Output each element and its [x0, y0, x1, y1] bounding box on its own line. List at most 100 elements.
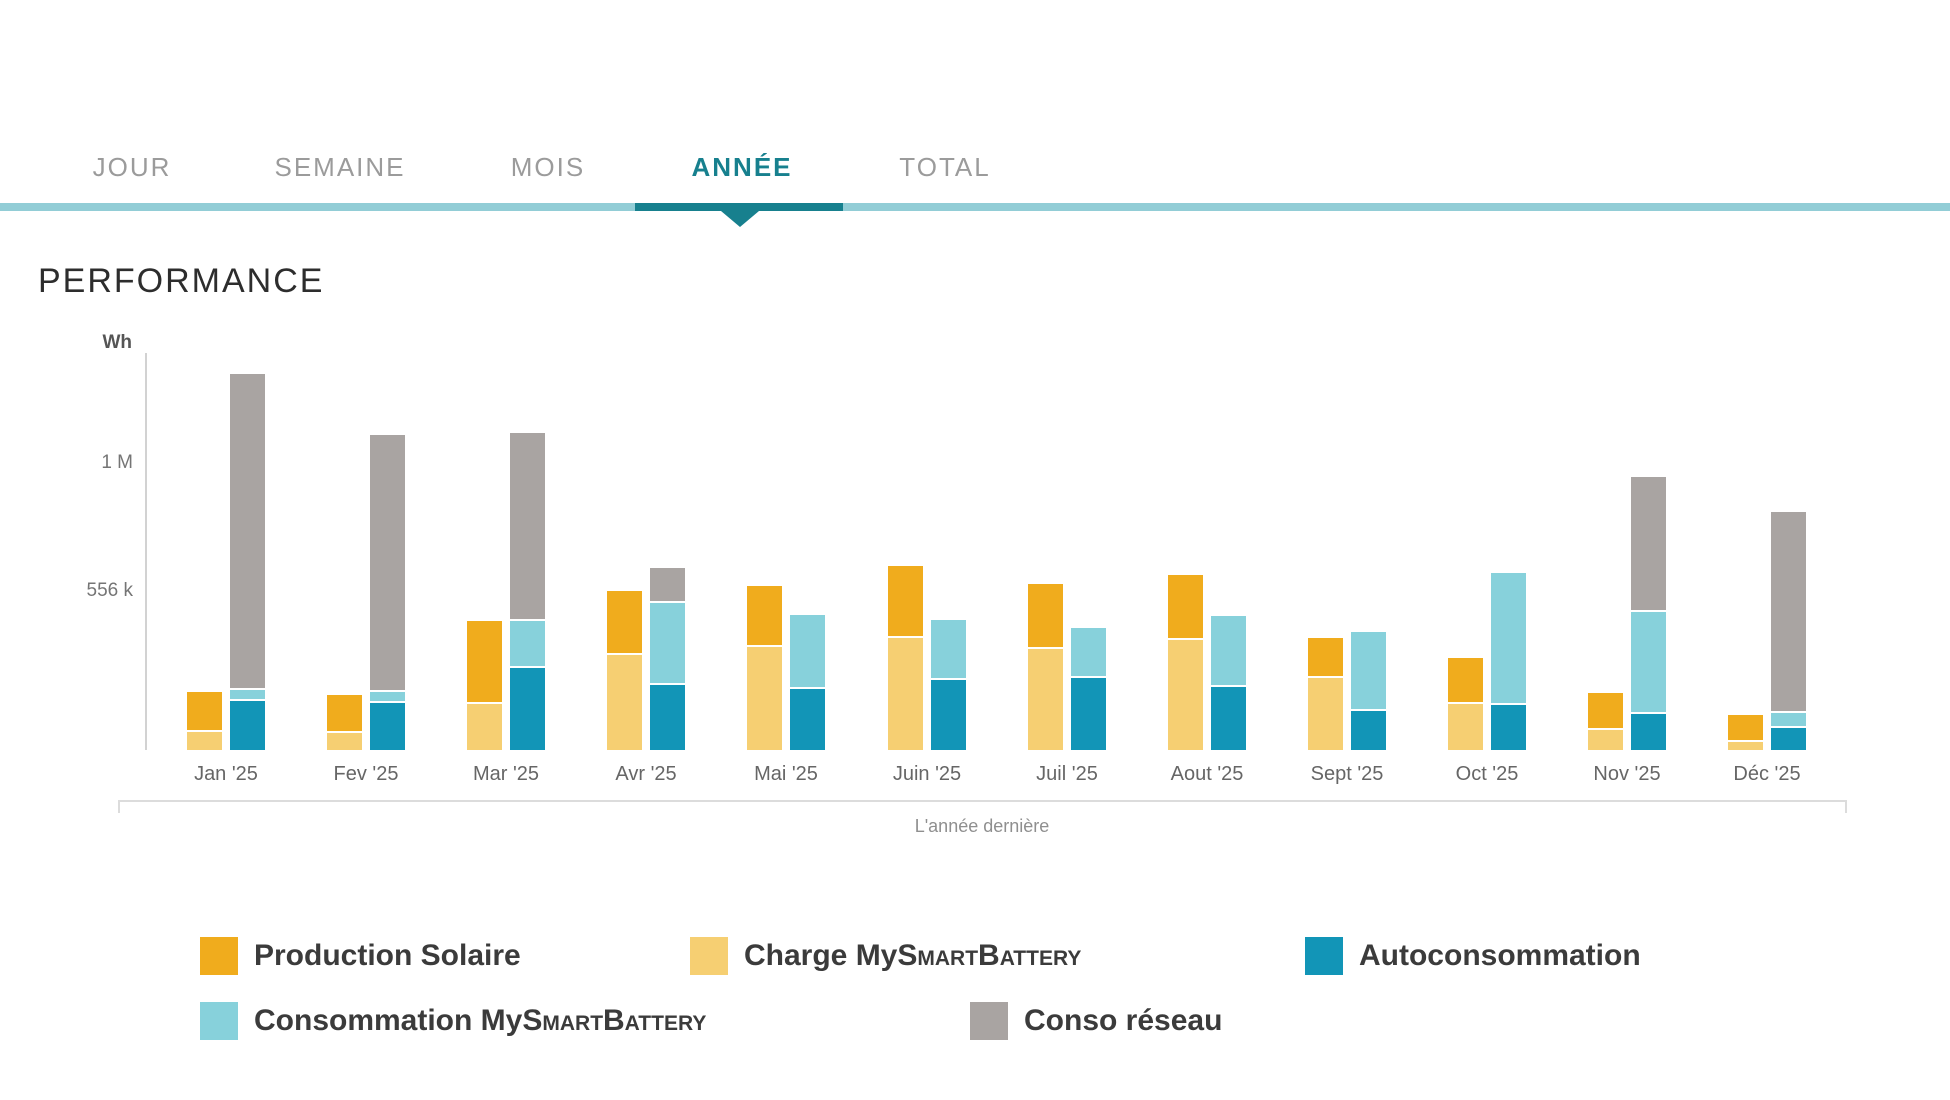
bar-segment-charge-mysmartbattery[interactable] — [747, 647, 782, 750]
x-label-aout-25: Aout '25 — [1170, 763, 1244, 785]
legend-item-consommation-mysmartbattery[interactable]: Consommation MySmartBattery — [200, 1002, 706, 1040]
legend-swatch-consommation-mysmartbattery — [200, 1002, 238, 1040]
bar-dec-25-right-stack — [1771, 512, 1806, 750]
legend-item-conso-reseau[interactable]: Conso réseau — [970, 1002, 1222, 1040]
bar-segment-autoconsommation[interactable] — [1351, 711, 1386, 750]
bar-segment-autoconsommation[interactable] — [650, 685, 685, 750]
x-label-jan-25: Jan '25 — [194, 763, 258, 785]
bar-segment-consommation-mysmartbattery[interactable] — [1491, 573, 1526, 705]
bar-segment-autoconsommation[interactable] — [1771, 728, 1806, 750]
bar-sept-25-left-stack — [1308, 638, 1343, 750]
bar-segment-conso-reseau[interactable] — [230, 374, 265, 690]
bar-aout-25-right-stack — [1211, 616, 1246, 750]
bar-segment-consommation-mysmartbattery[interactable] — [1351, 632, 1386, 711]
bar-segment-conso-reseau[interactable] — [1631, 477, 1666, 612]
bar-segment-autoconsommation[interactable] — [1071, 678, 1106, 750]
bar-segment-autoconsommation[interactable] — [230, 701, 265, 750]
bar-segment-consommation-mysmartbattery[interactable] — [1211, 616, 1246, 687]
legend-label-charge-mysmartbattery: Charge MySmartBattery — [744, 939, 1082, 972]
bar-avr-25-left-stack — [607, 591, 642, 750]
x-label-dec-25: Déc '25 — [1733, 763, 1801, 785]
bar-segment-charge-mysmartbattery[interactable] — [327, 733, 362, 750]
bar-mar-25-left-stack — [467, 621, 502, 750]
bar-segment-conso-reseau[interactable] — [790, 613, 825, 615]
bar-segment-charge-mysmartbattery[interactable] — [1728, 742, 1763, 750]
bar-segment-consommation-mysmartbattery[interactable] — [510, 621, 545, 668]
bar-segment-charge-mysmartbattery[interactable] — [1448, 704, 1483, 750]
tab-total[interactable]: TOTAL — [899, 152, 991, 182]
y-axis-unit-label: Wh — [102, 332, 132, 353]
bar-mai-25-right-stack — [790, 613, 825, 750]
bar-segment-consommation-mysmartbattery[interactable] — [650, 603, 685, 685]
bar-jan-25-right-stack — [230, 374, 265, 750]
bar-segment-charge-mysmartbattery[interactable] — [888, 638, 923, 750]
bar-segment-autoconsommation[interactable] — [1491, 705, 1526, 750]
bar-segment-production-solaire[interactable] — [1168, 575, 1203, 640]
legend-label-conso-reseau: Conso réseau — [1024, 1004, 1223, 1037]
bar-segment-production-solaire[interactable] — [888, 566, 923, 638]
bar-segment-consommation-mysmartbattery[interactable] — [370, 692, 405, 703]
bar-segment-autoconsommation[interactable] — [1211, 687, 1246, 750]
tab-annee[interactable]: ANNÉE — [691, 152, 793, 182]
x-label-nov-25: Nov '25 — [1593, 763, 1661, 785]
legend-label-consommation-mysmartbattery: Consommation MySmartBattery — [254, 1004, 707, 1037]
bar-segment-production-solaire[interactable] — [327, 695, 362, 733]
bar-segment-production-solaire[interactable] — [1448, 658, 1483, 704]
bar-segment-production-solaire[interactable] — [1728, 715, 1763, 742]
tab-semaine[interactable]: SEMAINE — [274, 152, 406, 182]
bar-segment-charge-mysmartbattery[interactable] — [467, 704, 502, 750]
bar-sept-25-right-stack — [1351, 632, 1386, 750]
bar-dec-25-left-stack — [1728, 715, 1763, 750]
bar-aout-25-left-stack — [1168, 575, 1203, 750]
bar-segment-consommation-mysmartbattery[interactable] — [931, 620, 966, 680]
bar-segment-autoconsommation[interactable] — [1631, 714, 1666, 750]
bar-oct-25-left-stack — [1448, 658, 1483, 750]
x-axis-bracket — [118, 800, 1847, 813]
bar-segment-production-solaire[interactable] — [1308, 638, 1343, 678]
legend-item-production-solaire[interactable]: Production Solaire — [200, 937, 521, 975]
bar-segment-charge-mysmartbattery[interactable] — [1168, 640, 1203, 750]
bar-segment-production-solaire[interactable] — [1028, 584, 1063, 649]
bar-fev-25-left-stack — [327, 695, 362, 750]
x-axis-title: L'année dernière — [914, 816, 1050, 836]
bar-juil-25-right-stack — [1071, 628, 1106, 750]
bar-segment-conso-reseau[interactable] — [650, 568, 685, 603]
legend-swatch-autoconsommation — [1305, 937, 1343, 975]
y-axis-line — [145, 353, 147, 750]
legend-item-charge-mysmartbattery[interactable]: Charge MySmartBattery — [690, 937, 1081, 975]
bar-segment-charge-mysmartbattery[interactable] — [1028, 649, 1063, 750]
bar-segment-production-solaire[interactable] — [607, 591, 642, 655]
bar-segment-autoconsommation[interactable] — [510, 668, 545, 750]
bar-mai-25-left-stack — [747, 586, 782, 750]
bar-segment-consommation-mysmartbattery[interactable] — [1071, 628, 1106, 678]
bar-segment-conso-reseau[interactable] — [510, 433, 545, 621]
bar-segment-production-solaire[interactable] — [1588, 693, 1623, 730]
bar-segment-consommation-mysmartbattery[interactable] — [1771, 713, 1806, 728]
y-tick-1-m: 1 M — [101, 452, 133, 473]
bar-segment-autoconsommation[interactable] — [370, 703, 405, 750]
bar-segment-charge-mysmartbattery[interactable] — [607, 655, 642, 750]
tab-mois[interactable]: MOIS — [510, 152, 586, 182]
bar-segment-charge-mysmartbattery[interactable] — [1308, 678, 1343, 750]
bar-segment-production-solaire[interactable] — [467, 621, 502, 704]
x-label-avr-25: Avr '25 — [615, 763, 677, 785]
tab-underline-track — [0, 203, 1950, 211]
bar-segment-consommation-mysmartbattery[interactable] — [230, 690, 265, 701]
bar-segment-charge-mysmartbattery[interactable] — [187, 732, 222, 750]
x-label-sept-25: Sept '25 — [1310, 763, 1384, 785]
legend-label-autoconsommation: Autoconsommation — [1359, 939, 1641, 972]
tab-jour[interactable]: JOUR — [92, 152, 172, 182]
active-tab-pointer-icon — [721, 211, 759, 227]
bar-oct-25-right-stack — [1491, 573, 1526, 750]
bar-segment-consommation-mysmartbattery[interactable] — [790, 615, 825, 689]
bar-segment-production-solaire[interactable] — [187, 692, 222, 732]
bar-segment-autoconsommation[interactable] — [931, 680, 966, 750]
bar-segment-autoconsommation[interactable] — [790, 689, 825, 750]
bar-segment-production-solaire[interactable] — [747, 586, 782, 647]
bar-segment-charge-mysmartbattery[interactable] — [1588, 730, 1623, 750]
legend-swatch-charge-mysmartbattery — [690, 937, 728, 975]
bar-segment-consommation-mysmartbattery[interactable] — [1631, 612, 1666, 714]
legend-item-autoconsommation[interactable]: Autoconsommation — [1305, 937, 1641, 975]
bar-segment-conso-reseau[interactable] — [370, 435, 405, 692]
bar-segment-conso-reseau[interactable] — [1771, 512, 1806, 713]
